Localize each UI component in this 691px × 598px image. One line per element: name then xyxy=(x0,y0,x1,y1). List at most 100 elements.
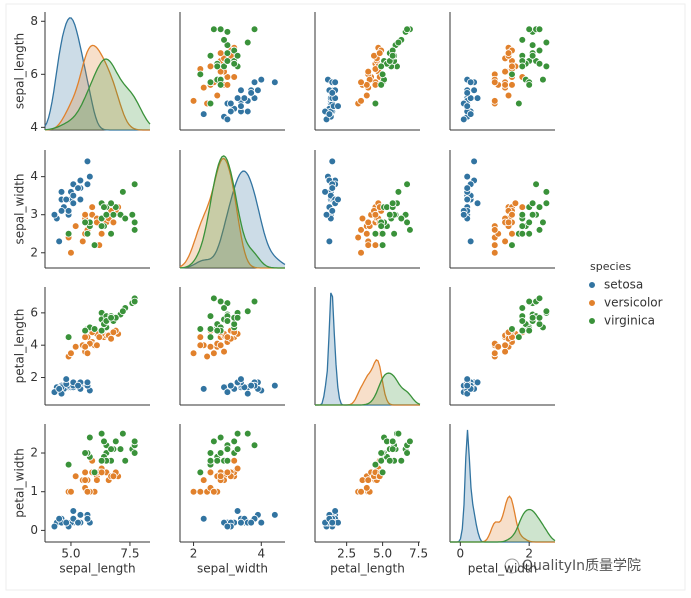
scatter-point xyxy=(364,241,373,249)
kde-area xyxy=(450,496,555,542)
scatter-point xyxy=(501,67,509,76)
scatter-point xyxy=(331,78,339,87)
scatter-point xyxy=(463,89,472,97)
frame xyxy=(5,3,686,591)
scatter-point xyxy=(227,107,235,116)
scatter-point xyxy=(71,222,80,230)
scatter-point xyxy=(230,320,238,328)
scatter-point xyxy=(227,381,235,390)
scatter-point xyxy=(508,70,516,79)
scatter-point xyxy=(535,313,544,322)
scatter-point xyxy=(100,203,108,211)
scatter-point xyxy=(358,214,367,223)
kde-line xyxy=(179,170,286,269)
scatter-point xyxy=(230,59,238,68)
scatter-point xyxy=(490,248,499,257)
x-axis-label: sepal_length xyxy=(59,562,135,576)
scatter-point xyxy=(81,218,89,227)
scatter-point xyxy=(107,229,115,238)
scatter-point xyxy=(86,172,94,181)
scatter-point xyxy=(121,214,130,223)
legend-marker xyxy=(588,317,596,325)
scatter-point xyxy=(334,102,342,110)
scatter-point xyxy=(230,437,238,446)
scatter-point xyxy=(107,199,115,208)
scatter-point xyxy=(210,487,218,496)
scatter-point xyxy=(257,518,266,527)
scatter-point xyxy=(83,514,92,523)
scatter-point xyxy=(69,199,78,208)
scatter-point xyxy=(271,78,279,87)
scatter-point xyxy=(220,36,228,44)
scatter-point xyxy=(463,195,472,204)
scatter-point xyxy=(223,333,232,341)
kde-area xyxy=(180,155,285,268)
scatter-point xyxy=(233,507,242,515)
scatter-point xyxy=(203,352,211,361)
scatter-point xyxy=(130,218,139,227)
scatter-point xyxy=(216,472,225,481)
scatter-point xyxy=(250,25,259,34)
scatter-point xyxy=(237,518,245,527)
scatter-point xyxy=(243,389,252,398)
scatter-point xyxy=(357,248,365,257)
scatter-point xyxy=(130,226,139,234)
scatter-point xyxy=(83,157,92,166)
scatter-point xyxy=(354,233,362,242)
watermark-text: QualityIn质量学院 xyxy=(522,558,641,574)
scatter-point xyxy=(210,437,218,446)
scatter-point xyxy=(490,226,499,234)
x-tick-label: 7.5 xyxy=(120,547,139,561)
scatter-point xyxy=(220,304,228,312)
scatter-point xyxy=(377,62,385,71)
scatter-point xyxy=(473,199,482,208)
legend-marker xyxy=(588,299,596,307)
scatter-point xyxy=(257,75,266,84)
scatter-point xyxy=(473,94,482,102)
scatter-point xyxy=(364,67,373,76)
scatter-point xyxy=(90,468,99,477)
legend-label: virginica xyxy=(604,314,655,328)
kde-area xyxy=(450,509,555,542)
scatter-point xyxy=(518,36,527,44)
scatter-point xyxy=(55,237,63,246)
scatter-point xyxy=(501,237,509,246)
scatter-point xyxy=(62,195,71,204)
scatter-point xyxy=(525,81,533,89)
scatter-point xyxy=(189,349,198,358)
y-axis-label: sepal_length xyxy=(13,33,27,109)
scatter-point xyxy=(362,484,371,492)
scatter-point xyxy=(223,81,232,89)
kde-area xyxy=(45,45,150,130)
scatter-point xyxy=(55,385,63,393)
scatter-point xyxy=(64,460,73,469)
scatter-point xyxy=(243,307,252,316)
scatter-point xyxy=(90,325,99,333)
scatter-point xyxy=(535,203,544,211)
scatter-point xyxy=(490,97,499,105)
scatter-point xyxy=(247,381,255,390)
kde-area xyxy=(180,158,285,268)
x-tick-label: 0 xyxy=(457,547,465,561)
scatter-point xyxy=(109,218,118,227)
scatter-point xyxy=(459,115,468,124)
scatter-point xyxy=(528,313,537,322)
y-tick-label: 0 xyxy=(30,523,38,537)
scatter-point xyxy=(501,347,509,356)
scatter-point xyxy=(463,375,472,383)
scatter-point xyxy=(463,102,472,110)
scatter-point xyxy=(196,341,205,349)
scatter-point xyxy=(210,25,218,34)
kde-line xyxy=(315,372,421,406)
scatter-point xyxy=(403,449,411,457)
y-tick-label: 2 xyxy=(30,245,38,259)
scatter-point xyxy=(69,191,78,200)
scatter-point xyxy=(525,218,533,227)
legend-label: versicolor xyxy=(604,296,663,310)
scatter-point xyxy=(83,229,92,238)
scatter-point xyxy=(223,49,232,57)
scatter-point xyxy=(64,207,73,215)
scatter-point xyxy=(504,91,513,100)
x-tick-label: 2 xyxy=(190,547,198,561)
scatter-point xyxy=(206,449,215,457)
